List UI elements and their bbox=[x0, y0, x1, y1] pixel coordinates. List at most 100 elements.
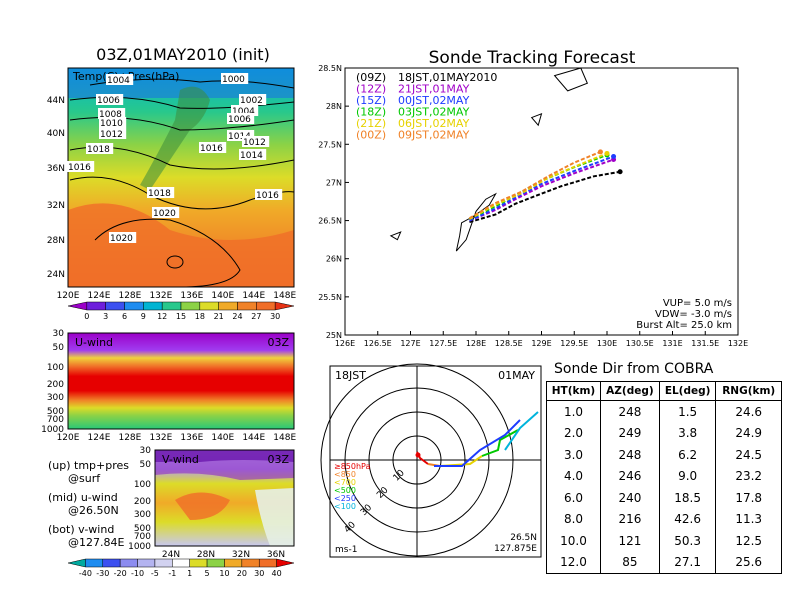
track-legend-tag: (18Z) bbox=[356, 106, 386, 119]
v-pressure-tick: 1000 bbox=[128, 542, 151, 552]
table-cell: 249 bbox=[599, 422, 660, 444]
map-lat-tick: 40N bbox=[47, 129, 65, 139]
track-series bbox=[468, 149, 623, 224]
u-lon-tick: 120E bbox=[57, 433, 80, 443]
table-column-header: RNG(km) bbox=[715, 381, 782, 401]
map-lat-tick: 36N bbox=[47, 164, 65, 174]
table-row: 3.0 248 6.2 24.5 bbox=[546, 444, 782, 466]
map-lon-tick: 128E bbox=[118, 291, 141, 301]
map-lat-tick: 44N bbox=[47, 96, 65, 106]
polar-level-label: <250 bbox=[334, 494, 356, 503]
table-cell: 9.0 bbox=[658, 465, 717, 487]
u-pressure-tick: 700 bbox=[47, 415, 64, 425]
v-colorbar-tick: -30 bbox=[96, 569, 109, 578]
isobar-labels: 1004100610081010101210001002100410061014… bbox=[67, 73, 283, 244]
isobar-label: 1010 bbox=[100, 119, 123, 129]
colorbar-tick: 15 bbox=[176, 312, 186, 321]
track-x-tick: 128.5E bbox=[495, 339, 523, 348]
table-cell: 121 bbox=[599, 530, 660, 552]
map-lon-ticks: 120E 124E 128E 132E 136E 140E 144E 148E bbox=[57, 291, 297, 301]
isobar-label: 1004 bbox=[232, 107, 255, 117]
colorbar-cell bbox=[124, 301, 144, 311]
v-colorbar-cell bbox=[224, 558, 243, 568]
polar-level-label: <500 bbox=[334, 486, 356, 495]
polar-level-label: <100 bbox=[334, 502, 356, 511]
table-column-header: AZ(deg) bbox=[599, 381, 660, 401]
table-cell: 85 bbox=[599, 551, 660, 574]
map-lat-ticks: 44N 40N 36N 32N 28N 24N bbox=[47, 96, 65, 280]
u-lon-tick: 132E bbox=[149, 433, 172, 443]
v-colorbar-tick: 30 bbox=[254, 569, 264, 578]
temp-colorbar: 0 3 6 9 12 15 18 21 24 27 30 bbox=[67, 301, 295, 321]
v-colorbar-cell bbox=[102, 558, 121, 568]
v-pressure-tick: 200 bbox=[134, 497, 151, 507]
u-pressure-tick: 500 bbox=[47, 407, 64, 417]
u-pressure-tick: 200 bbox=[47, 380, 64, 390]
isobar-label: 1014 bbox=[240, 151, 263, 161]
colorbar-cell bbox=[218, 301, 238, 311]
track-x-tick: 130.5E bbox=[626, 339, 654, 348]
colorbar-tick: 18 bbox=[195, 312, 205, 321]
polar-date: 01MAY bbox=[498, 369, 535, 382]
table-cell: 6.0 bbox=[546, 487, 601, 509]
colorbar-cell bbox=[143, 301, 163, 311]
map-lon-tick: 144E bbox=[242, 291, 265, 301]
v-colorbar-tick: 1 bbox=[187, 569, 192, 578]
track-param: VUP= 5.0 m/s bbox=[663, 298, 732, 309]
table-cell: 23.2 bbox=[715, 465, 782, 487]
polar-frame bbox=[329, 365, 542, 558]
colorbar-cell bbox=[86, 301, 106, 311]
legend-bot-line1: (bot) v-wind bbox=[48, 523, 115, 536]
polar-time: 18JST bbox=[335, 369, 366, 382]
track-legend-time: 03JST,02MAY bbox=[398, 106, 470, 119]
legend-mid-line1: (mid) u-wind bbox=[48, 491, 118, 504]
isobar-label: 1018 bbox=[148, 189, 171, 199]
table-header-row: HT(km) AZ(deg) EL(deg) RNG(km) bbox=[546, 381, 782, 401]
colorbar-tick: 0 bbox=[84, 312, 89, 321]
isobar-label: 1016 bbox=[256, 191, 279, 201]
map-lon-tick: 148E bbox=[273, 291, 296, 301]
hodograph-segment bbox=[504, 411, 539, 451]
table-cell: 12.5 bbox=[715, 530, 782, 552]
table-cell: 27.1 bbox=[658, 551, 717, 574]
v-colorbar-cell bbox=[206, 558, 225, 568]
v-colorbar-cell bbox=[119, 558, 138, 568]
table-row: 2.0 249 3.8 24.9 bbox=[546, 422, 782, 444]
track-end-point bbox=[611, 153, 617, 159]
track-x-tick: 128E bbox=[466, 339, 486, 348]
v-lat-tick: 28N bbox=[197, 550, 215, 560]
table-cell: 248 bbox=[599, 400, 660, 423]
colorbar-tick: 30 bbox=[270, 312, 280, 321]
legend-up-line2: @surf bbox=[68, 472, 101, 485]
track-param: VDW= -3.0 m/s bbox=[655, 309, 732, 320]
track-legend-time: 21JST,01MAY bbox=[398, 83, 470, 96]
track-x-ticks: 126E 126.5E 127E 127.5E 128E 128.5E 129E 129.5E… bbox=[335, 331, 748, 348]
track-line bbox=[469, 158, 614, 222]
u-pressure-tick: 300 bbox=[47, 393, 64, 403]
track-x-tick: 129.5E bbox=[560, 339, 588, 348]
map-lon-tick: 124E bbox=[88, 291, 111, 301]
colorbar-cell bbox=[180, 301, 201, 311]
table-body: 1.0 248 1.5 24.6 2.0 249 3.8 24.9 3.0 248 6.2 24.5 4… bbox=[546, 400, 782, 574]
table-cell: 2.0 bbox=[546, 422, 601, 444]
u-lon-tick: 128E bbox=[118, 433, 141, 443]
v-lat-tick: 32N bbox=[232, 550, 250, 560]
colorbar-cell bbox=[67, 301, 88, 311]
isobar-label: 1016 bbox=[200, 144, 223, 154]
track-frame bbox=[344, 67, 739, 336]
track-line bbox=[468, 150, 601, 220]
track-end-point bbox=[604, 150, 610, 156]
table-cell: 216 bbox=[599, 508, 660, 530]
legend-mid: (mid) u-wind @26.50N bbox=[48, 491, 119, 517]
island-tokunoshima bbox=[530, 112, 543, 127]
track-y-tick: 25N bbox=[326, 331, 342, 340]
legend-up-line1: (up) tmp+pres bbox=[48, 459, 130, 472]
isobar-label: 1006 bbox=[97, 96, 120, 106]
track-param: Burst Alt= 25.0 km bbox=[636, 320, 732, 331]
v-colorbar-cell bbox=[154, 558, 173, 568]
v-colorbar-tick: 10 bbox=[219, 569, 229, 578]
